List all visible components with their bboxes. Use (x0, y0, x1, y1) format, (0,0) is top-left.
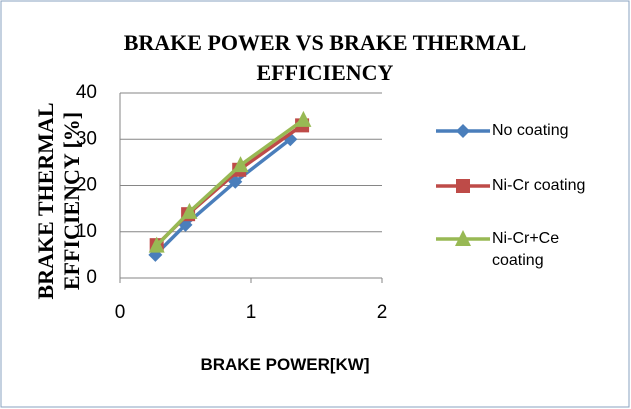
chart-title: BRAKE POWER VS BRAKE THERMAL EFFICIENCY (123, 30, 527, 85)
data-point (295, 110, 312, 127)
y-axis-label: BRAKE THERMAL EFFICIENCY [%] (33, 102, 84, 300)
legend-label: Ni-Cr coating (492, 177, 586, 194)
legend-marker (455, 230, 471, 246)
legend-label: No coating (492, 122, 569, 139)
y-tick-label: 40 (76, 82, 97, 103)
series-line (154, 137, 292, 257)
legend-marker (456, 124, 470, 138)
data-point (181, 202, 198, 219)
y-tick-label: 30 (76, 128, 97, 149)
data-point (148, 236, 165, 253)
legend-label: Ni-Cr+Ce coating (492, 230, 560, 269)
legend-marker (456, 179, 470, 193)
series-line (155, 118, 305, 247)
y-tick-label: 10 (76, 221, 97, 242)
x-tick-label: 2 (377, 302, 388, 323)
x-tick-label: 0 (115, 302, 126, 323)
data-point (232, 156, 249, 173)
y-tick-label: 20 (76, 175, 97, 196)
y-tick-label: 0 (86, 267, 97, 288)
x-axis-label: BRAKE POWER[KW] (200, 355, 370, 374)
x-tick-label: 1 (246, 302, 257, 323)
